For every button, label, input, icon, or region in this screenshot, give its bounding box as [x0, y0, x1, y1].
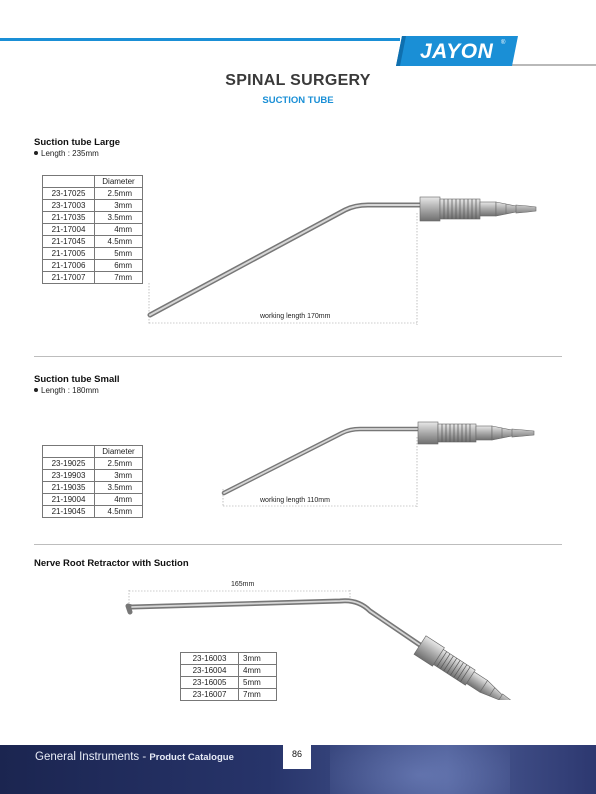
- item-diameter: 5mm: [94, 247, 143, 260]
- item-code: 21-17005: [42, 247, 95, 260]
- item-size: 3mm: [238, 652, 277, 665]
- table-row: 21-17007 7mm: [42, 271, 143, 284]
- table-row: 23-17025 2.5mm: [42, 187, 143, 200]
- item-diameter: 4mm: [94, 493, 143, 506]
- item-code: 23-19903: [42, 469, 95, 482]
- section-title-small: Suction tube Small: [34, 374, 120, 385]
- item-diameter: 4mm: [94, 223, 143, 236]
- item-diameter: 3mm: [94, 469, 143, 482]
- table-row: 21-19004 4mm: [42, 493, 143, 506]
- table-row: 23-19025 2.5mm: [42, 457, 143, 470]
- page-number: 86: [291, 749, 302, 759]
- header-accent-line: [0, 38, 400, 41]
- suction-tube-small-illustration: [221, 421, 535, 507]
- item-code: 21-19004: [42, 493, 95, 506]
- item-code: 21-19035: [42, 481, 95, 494]
- item-diameter: 3.5mm: [94, 481, 143, 494]
- bullet-icon: [34, 150, 38, 155]
- table-header-row: Diameter: [42, 175, 143, 188]
- item-code: 23-17025: [42, 187, 95, 200]
- table-header-blank: [42, 175, 95, 188]
- item-code: 23-16007: [180, 688, 239, 701]
- item-code: 21-17035: [42, 211, 95, 224]
- table-row: 23-17003 3mm: [42, 199, 143, 212]
- table-row: 21-17045 4.5mm: [42, 235, 143, 248]
- nerve-root-retractor-illustration: [125, 590, 521, 700]
- table-header-diameter: Diameter: [94, 175, 143, 188]
- item-code: 21-17004: [42, 223, 95, 236]
- item-diameter: 2.5mm: [94, 457, 143, 470]
- section-divider: [34, 356, 562, 357]
- section-title-large: Suction tube Large: [34, 137, 121, 148]
- item-code: 21-19045: [42, 505, 95, 518]
- brand-name: JAYON: [420, 40, 494, 63]
- item-diameter: 3.5mm: [94, 211, 143, 224]
- table-header-row: Diameter: [42, 445, 143, 458]
- footer-decoration: [330, 745, 510, 794]
- table-row: 21-19045 4.5mm: [42, 505, 143, 518]
- size-table-nerve-retractor: 23-16003 3mm 23-16004 4mm 23-16005 5mm 23-1…: [180, 652, 277, 701]
- item-diameter: 4.5mm: [94, 235, 143, 248]
- footer-catalogue: Product Catalogue: [149, 752, 234, 763]
- item-diameter: 3mm: [94, 199, 143, 212]
- table-row: 23-16007 7mm: [180, 688, 277, 701]
- working-length-label: working length 170mm: [260, 313, 331, 320]
- length-dimension-label: 165mm: [231, 581, 255, 588]
- footer-brand: General Instruments -: [35, 751, 150, 763]
- footer-caption: General Instruments - Product Catalogue: [35, 751, 234, 763]
- section-divider: [34, 544, 562, 545]
- page-number-tab: [283, 745, 311, 769]
- page-subtitle: SUCTION TUBE: [262, 95, 334, 106]
- section-length-small: Length : 180mm: [34, 386, 99, 395]
- footer-banner: General Instruments - Product Catalogue …: [0, 745, 596, 794]
- trademark-mark: ®: [501, 40, 506, 46]
- item-code: 23-19025: [42, 457, 95, 470]
- item-code: 23-16005: [180, 676, 239, 689]
- bullet-icon: [34, 387, 38, 392]
- item-diameter: 6mm: [94, 259, 143, 272]
- diameter-table-large: Diameter 23-17025 2.5mm 23-17003 3mm 21-17…: [42, 175, 143, 284]
- working-length-label: working length 110mm: [260, 497, 330, 504]
- table-row: 23-16005 5mm: [180, 676, 277, 689]
- item-code: 23-16004: [180, 664, 239, 677]
- page-title: SPINAL SURGERY: [225, 72, 371, 89]
- item-size: 5mm: [238, 676, 277, 689]
- table-row: 23-19903 3mm: [42, 469, 143, 482]
- section-title-nerve-retractor: Nerve Root Retractor with Suction: [34, 558, 189, 569]
- length-text: Length : 180mm: [41, 386, 99, 395]
- table-row: 23-16003 3mm: [180, 652, 277, 665]
- header-gray-line: [508, 64, 596, 66]
- item-code: 21-17007: [42, 271, 95, 284]
- table-row: 21-17035 3.5mm: [42, 211, 143, 224]
- table-row: 21-17005 5mm: [42, 247, 143, 260]
- item-size: 4mm: [238, 664, 277, 677]
- length-text: Length : 235mm: [41, 149, 99, 158]
- diameter-table-small: Diameter 23-19025 2.5mm 23-19903 3mm 21-19…: [42, 445, 143, 518]
- item-diameter: 7mm: [94, 271, 143, 284]
- item-size: 7mm: [238, 688, 277, 701]
- table-row: 23-16004 4mm: [180, 664, 277, 677]
- table-header-diameter: Diameter: [94, 445, 143, 458]
- item-code: 23-17003: [42, 199, 95, 212]
- item-code: 21-17006: [42, 259, 95, 272]
- table-row: 21-17004 4mm: [42, 223, 143, 236]
- item-diameter: 2.5mm: [94, 187, 143, 200]
- item-diameter: 4.5mm: [94, 505, 143, 518]
- table-row: 21-17006 6mm: [42, 259, 143, 272]
- brand-logo: JAYON ®: [396, 36, 518, 66]
- section-length-large: Length : 235mm: [34, 149, 99, 158]
- table-header-blank: [42, 445, 95, 458]
- item-code: 21-17045: [42, 235, 95, 248]
- suction-tube-large-illustration: [147, 196, 537, 325]
- table-row: 21-19035 3.5mm: [42, 481, 143, 494]
- item-code: 23-16003: [180, 652, 239, 665]
